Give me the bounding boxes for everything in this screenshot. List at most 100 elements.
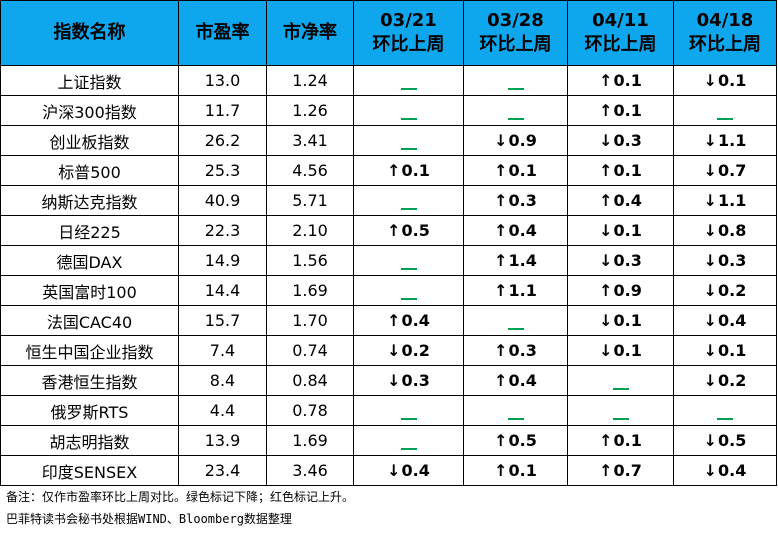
no-change-dash-icon — [400, 134, 417, 150]
valuation-table: 指数名称 市盈率 市净率 03/21 环比上周 03/28 环比上周 04/11 环比… — [0, 0, 777, 486]
footnote-remark: 备注：仅作市盈率环比上周对比。绿色标记下降；红色标记上升。 — [6, 490, 355, 504]
change-cell: ↓0.1 — [567, 335, 674, 366]
change-value: 0.7 — [718, 161, 747, 180]
change-value: 0.4 — [508, 221, 537, 240]
arrow-up-icon: ↑ — [494, 161, 508, 180]
change-cell: ↓0.3 — [567, 245, 674, 276]
header-week-3: 04/11 环比上周 — [567, 0, 674, 66]
pb-cell: 1.56 — [266, 245, 354, 276]
table-row: 印度SENSEX 23.4 3.46 ↓0.4 ↑0.1 ↑0.7 ↓0.4 — [0, 455, 777, 486]
table-row: 香港恒生指数 8.4 0.84 ↓0.3 ↑0.4 ↓0.2 — [0, 365, 777, 396]
change-cell: ↓0.9 — [463, 125, 568, 156]
pb-cell: 1.69 — [266, 275, 354, 306]
pb-cell: 3.46 — [266, 455, 354, 486]
index-name-cell: 纳斯达克指数 — [0, 185, 179, 216]
change-value: 0.4 — [508, 371, 537, 390]
arrow-down-icon: ↓ — [599, 311, 613, 330]
header-week-3-date: 04/11 — [592, 10, 649, 31]
header-index-name: 指数名称 — [0, 0, 179, 66]
pe-cell: 8.4 — [178, 365, 267, 396]
header-week-2: 03/28 环比上周 — [463, 0, 568, 66]
change-cell: ↓0.4 — [673, 455, 777, 486]
change-cell: ↑0.4 — [567, 185, 674, 216]
change-value: 0.2 — [401, 341, 430, 360]
change-cell — [353, 125, 464, 156]
no-change-dash-icon — [507, 314, 524, 330]
pb-cell: 0.74 — [266, 335, 354, 366]
change-cell: ↓0.7 — [673, 155, 777, 186]
change-cell: ↓0.1 — [567, 305, 674, 336]
change-value: 0.3 — [508, 341, 537, 360]
index-name-cell: 恒生中国企业指数 — [0, 335, 179, 366]
change-cell: ↑0.4 — [353, 305, 464, 336]
change-value: 0.1 — [613, 71, 642, 90]
arrow-up-icon: ↑ — [494, 221, 508, 240]
no-change-dash-icon — [507, 104, 524, 120]
pe-cell: 7.4 — [178, 335, 267, 366]
arrow-up-icon: ↑ — [494, 431, 508, 450]
arrow-up-icon: ↑ — [494, 251, 508, 270]
change-value: 0.2 — [718, 281, 747, 300]
change-cell — [353, 185, 464, 216]
no-change-dash-icon — [400, 104, 417, 120]
change-value: 0.1 — [613, 101, 642, 120]
table-row: 英国富时100 14.4 1.69 ↑1.1 ↑0.9 ↓0.2 — [0, 275, 777, 306]
arrow-up-icon: ↑ — [494, 371, 508, 390]
change-cell: ↓0.4 — [673, 305, 777, 336]
change-cell: ↓1.1 — [673, 125, 777, 156]
table-row: 俄罗斯RTS 4.4 0.78 — [0, 395, 777, 426]
arrow-up-icon: ↑ — [599, 461, 613, 480]
change-cell: ↑0.4 — [463, 215, 568, 246]
change-value: 0.3 — [401, 371, 430, 390]
arrow-down-icon: ↓ — [599, 131, 613, 150]
change-value: 0.1 — [613, 341, 642, 360]
change-cell — [673, 95, 777, 126]
table-row: 纳斯达克指数 40.9 5.71 ↑0.3 ↑0.4 ↓1.1 — [0, 185, 777, 216]
table-row: 标普500 25.3 4.56 ↑0.1 ↑0.1 ↑0.1 ↓0.7 — [0, 155, 777, 186]
change-cell: ↓0.2 — [673, 365, 777, 396]
change-cell: ↓0.2 — [353, 335, 464, 366]
change-cell — [353, 65, 464, 96]
change-cell: ↑0.3 — [463, 185, 568, 216]
pe-cell: 15.7 — [178, 305, 267, 336]
table-row: 沪深300指数 11.7 1.26 ↑0.1 — [0, 95, 777, 126]
change-value: 0.1 — [613, 431, 642, 450]
pe-cell: 13.9 — [178, 425, 267, 456]
pb-cell: 2.10 — [266, 215, 354, 246]
index-name-cell: 印度SENSEX — [0, 455, 179, 486]
change-cell — [463, 95, 568, 126]
arrow-down-icon: ↓ — [703, 371, 718, 390]
pb-cell: 1.70 — [266, 305, 354, 336]
index-name-cell: 香港恒生指数 — [0, 365, 179, 396]
table-row: 恒生中国企业指数 7.4 0.74 ↓0.2 ↑0.3 ↓0.1 ↓0.1 — [0, 335, 777, 366]
arrow-up-icon: ↑ — [494, 281, 508, 300]
index-name-cell: 标普500 — [0, 155, 179, 186]
change-cell: ↓0.2 — [673, 275, 777, 306]
change-cell: ↑0.1 — [567, 95, 674, 126]
change-cell: ↑0.4 — [463, 365, 568, 396]
change-value: 0.1 — [508, 161, 537, 180]
pe-cell: 13.0 — [178, 65, 267, 96]
pb-cell: 0.78 — [266, 395, 354, 426]
header-week-4: 04/18 环比上周 — [673, 0, 777, 66]
pe-cell: 14.9 — [178, 245, 267, 276]
change-cell: ↓0.1 — [567, 215, 674, 246]
change-value: 1.1 — [718, 191, 747, 210]
change-value: 0.3 — [508, 191, 537, 210]
arrow-up-icon: ↑ — [599, 71, 613, 90]
index-name-cell: 德国DAX — [0, 245, 179, 276]
arrow-down-icon: ↓ — [703, 251, 718, 270]
no-change-dash-icon — [717, 404, 733, 420]
index-name-cell: 俄罗斯RTS — [0, 395, 179, 426]
change-cell — [463, 65, 568, 96]
change-value: 0.7 — [613, 461, 642, 480]
pe-cell: 25.3 — [178, 155, 267, 186]
no-change-dash-icon — [612, 374, 629, 390]
pb-cell: 0.84 — [266, 365, 354, 396]
change-cell: ↑0.5 — [353, 215, 464, 246]
change-value: 0.4 — [718, 461, 747, 480]
arrow-down-icon: ↓ — [387, 371, 401, 390]
change-cell — [353, 395, 464, 426]
arrow-down-icon: ↓ — [703, 431, 718, 450]
arrow-down-icon: ↓ — [494, 131, 508, 150]
